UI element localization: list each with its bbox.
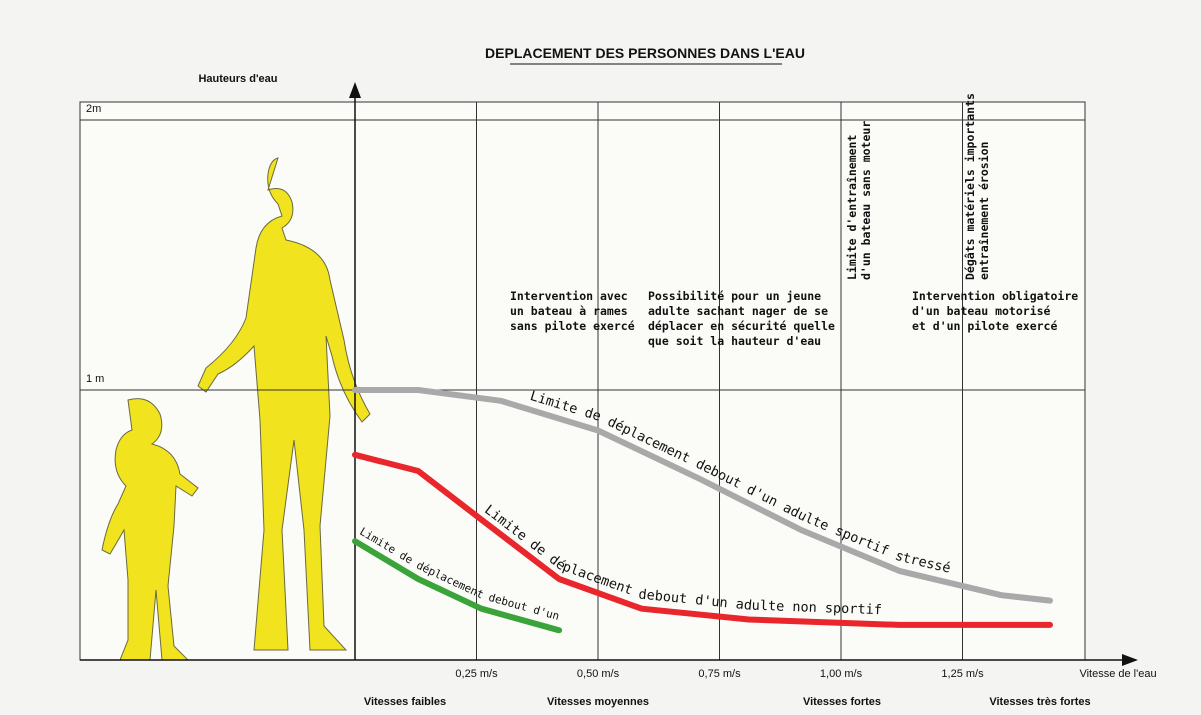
x-tick-label: 0,75 m/s xyxy=(698,668,741,680)
annotation: Intervention obligatoire xyxy=(912,289,1078,303)
annotation: adulte sachant nager de se xyxy=(648,304,828,318)
x-axis-title: Vitesse de l'eau xyxy=(1079,668,1156,680)
x-tick-label: 1,00 m/s xyxy=(820,668,863,680)
x-tick-label: 1,25 m/s xyxy=(941,668,984,680)
chart-title: DEPLACEMENT DES PERSONNES DANS L'EAU xyxy=(485,45,805,61)
annotation: un bateau à rames xyxy=(510,304,628,318)
series-line xyxy=(352,538,563,634)
series-line xyxy=(352,387,1053,604)
annotation: déplacer en sécurité quelle xyxy=(648,319,835,333)
y-arrow xyxy=(349,82,361,98)
annotation: que soit la hauteur d'eau xyxy=(648,334,821,348)
annotation: d'un bateau motorisé xyxy=(912,304,1051,318)
annotation: Intervention avec xyxy=(510,289,628,303)
y-tick-label: 2m xyxy=(86,103,101,115)
child-silhouette xyxy=(101,398,199,661)
vertical-annotation: d'un bateau sans moteur xyxy=(859,121,873,280)
vertical-annotation: Limite d'entraînement xyxy=(845,135,859,280)
silhouettes xyxy=(101,157,371,661)
x-arrow xyxy=(1122,654,1138,666)
adult-silhouette xyxy=(197,157,371,651)
speed-zone: Vitesses faibles xyxy=(364,696,446,708)
frame xyxy=(79,101,1086,661)
vertical-annotation: entraînement érosion xyxy=(977,141,991,280)
vertical-annotation: Dégâts matériels importants xyxy=(963,93,977,280)
speed-zone: Vitesses moyennes xyxy=(547,696,649,708)
speed-zone: Vitesses fortes xyxy=(803,696,881,708)
annotation: sans pilote exercé xyxy=(510,319,635,333)
y-axis-title: Hauteurs d'eau xyxy=(198,73,277,85)
annotation: et d'un pilote exercé xyxy=(912,319,1057,333)
x-tick-label: 0,50 m/s xyxy=(577,668,620,680)
speed-zone: Vitesses très fortes xyxy=(989,696,1090,708)
y-tick-label: 1 m xyxy=(86,373,104,385)
series-line xyxy=(352,451,1053,628)
annotation: Possibilité pour un jeune xyxy=(648,289,821,303)
x-tick-label: 0,25 m/s xyxy=(455,668,498,680)
